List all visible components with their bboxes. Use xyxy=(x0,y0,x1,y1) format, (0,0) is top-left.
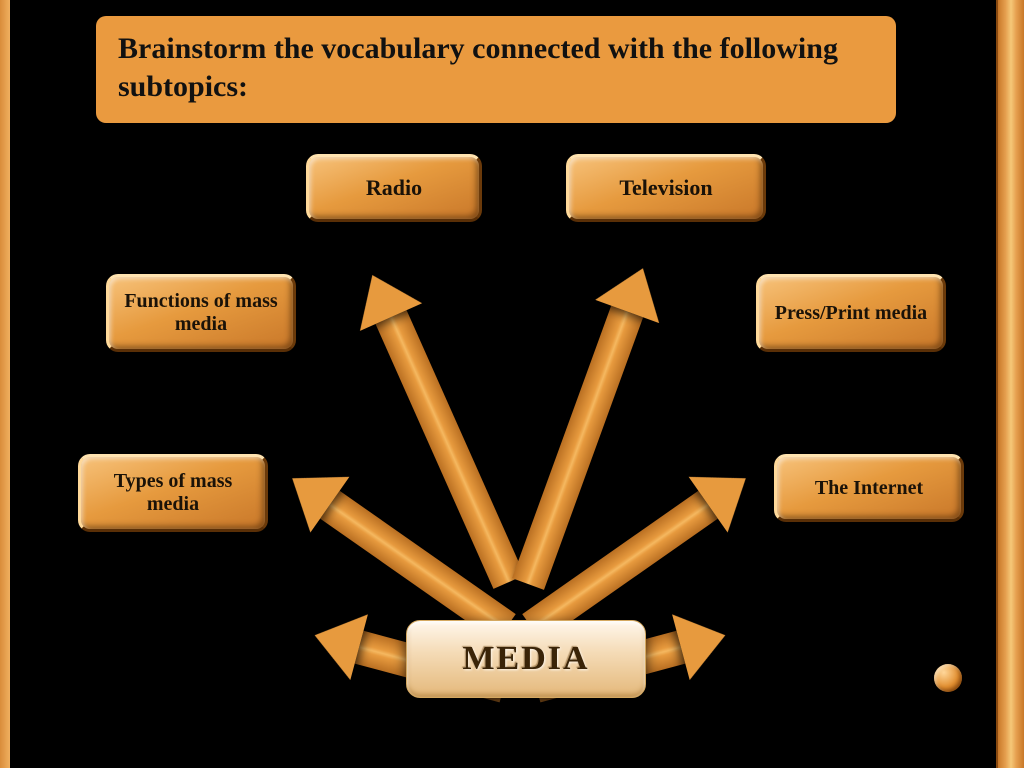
slide-title: Brainstorm the vocabulary connected with… xyxy=(96,16,896,123)
slide-frame: Brainstorm the vocabulary connected with… xyxy=(0,0,1024,768)
node-types: Types of mass media xyxy=(78,454,268,532)
center-node-media: MEDIA xyxy=(406,620,646,698)
node-press: Press/Print media xyxy=(756,274,946,352)
slide-canvas: Brainstorm the vocabulary connected with… xyxy=(26,4,994,764)
node-internet: The Internet xyxy=(774,454,964,522)
node-functions: Functions of mass media xyxy=(106,274,296,352)
decorative-dot xyxy=(934,664,962,692)
right-stripe xyxy=(996,0,1024,768)
node-radio: Radio xyxy=(306,154,482,222)
left-stripe xyxy=(0,0,10,768)
node-television: Television xyxy=(566,154,766,222)
